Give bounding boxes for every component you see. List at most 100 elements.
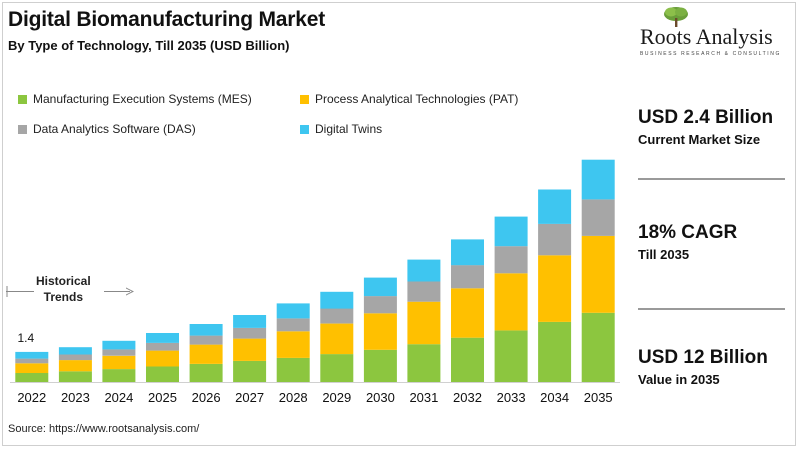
bar-segment-2028-series-1 [276,331,310,358]
bar-segment-2027-series-3 [233,315,267,328]
kpi-cagr: 18% CAGR Till 2035 [638,222,737,262]
bar-segment-2028-series-2 [276,318,310,332]
bar-segment-2024-series-3 [102,340,136,350]
bar-segment-2023-series-1 [58,360,92,372]
x-tick-label-2025: 2025 [148,390,177,405]
kpi-2035-value-amount: USD 12 Billion [638,347,768,368]
kpi-current-market-label: Current Market Size [638,132,761,147]
legend-swatch-das [18,124,27,134]
kpi-current-market: USD 2.4 Billion Current Market Size [638,107,773,147]
x-tick-label-2031: 2031 [409,390,438,405]
bar-segment-2034-series-0 [538,321,572,382]
kpi-current-market-value: USD 2.4 Billion [638,107,774,128]
bar-segment-2026-series-1 [189,344,223,364]
bar-segment-2033-series-0 [494,330,528,382]
x-tick-label-2023: 2023 [61,390,90,405]
bar-segment-2025-series-3 [146,333,179,343]
bar-segment-2026-series-3 [189,324,223,336]
roots-analysis-logo: Roots Analysis BUSINESS RESEARCH & CONSU… [618,6,788,64]
bar-segment-2035-series-3 [581,159,615,200]
legend-swatch-dt [300,124,309,134]
bar-segment-2028-series-3 [276,303,310,319]
legend-swatch-mes [18,94,27,104]
bar-segment-2034-series-3 [538,189,572,224]
legend-item-mes: Manufacturing Execution Systems (MES) [18,92,252,106]
x-tick-label-2032: 2032 [453,390,482,405]
legend-swatch-pat [300,94,309,104]
historical-label-line1: Historical [36,274,91,288]
bar-segment-2030-series-1 [363,313,397,350]
x-tick-label-2030: 2030 [366,390,395,405]
logo-name: Roots Analysis [640,24,773,49]
bar-segment-2026-series-0 [189,364,223,382]
kpi-cagr-label: Till 2035 [638,247,690,262]
historical-arrow-left [6,291,34,292]
kpi-cagr-value: 18% CAGR [638,222,738,243]
bar-segment-2029-series-3 [320,291,354,309]
bar-segment-2022-series-0 [15,373,49,382]
bar-segment-2033-series-3 [494,216,528,247]
x-tick-label-2034: 2034 [540,390,569,405]
logo-tagline: BUSINESS RESEARCH & CONSULTING [640,51,781,57]
x-tick-label-2029: 2029 [322,390,351,405]
legend-label-pat: Process Analytical Technologies (PAT) [315,92,519,106]
bar-segment-2031-series-2 [407,281,441,302]
bar-segment-2024-series-0 [102,369,136,382]
bar-segment-2033-series-2 [494,246,528,274]
bar-segment-2025-series-1 [146,350,179,367]
bar-segment-2022-series-3 [15,351,49,359]
bar-segment-2032-series-3 [451,239,484,266]
stacked-bar-chart: 2022 1.4 2023 2024 2025 2026 2027 2028 2029 2030 2… [10,159,620,405]
bar-segment-2024-series-2 [102,349,136,356]
x-tick-label-2028: 2028 [279,390,308,405]
bar-segment-2025-series-2 [146,342,179,351]
bar-segment-2032-series-2 [451,265,484,289]
bar-segment-2030-series-0 [363,349,397,382]
x-tick-label-2027: 2027 [235,390,264,405]
x-tick-label-2022: 2022 [17,390,46,405]
bar-segment-2023-series-0 [58,371,92,382]
chart-title: Digital Biomanufacturing Market [8,8,326,31]
bar-segment-2027-series-1 [233,338,267,361]
bar-segment-2030-series-3 [363,277,397,297]
bar-segment-2035-series-1 [581,235,615,313]
bar-segment-2027-series-2 [233,327,267,339]
kpi-2035-value-label: Value in 2035 [638,372,720,387]
bar-segment-2025-series-0 [146,366,179,382]
bar-segment-2023-series-3 [58,347,92,355]
bar-segment-2034-series-1 [538,255,572,322]
historical-arrow-right [104,291,130,292]
legend-label-dt: Digital Twins [315,122,383,136]
bar-segment-2031-series-0 [407,344,441,382]
arrow-stop-icon [6,286,8,297]
chart-subtitle: By Type of Technology, Till 2035 (USD Bi… [8,38,290,53]
bar-segment-2023-series-2 [58,354,92,361]
legend-item-das: Data Analytics Software (DAS) [18,122,196,136]
bar-segment-2027-series-0 [233,360,267,382]
historical-trends-label: Historical Trends [36,273,91,305]
bar-segment-2029-series-1 [320,323,354,355]
bar-segment-2035-series-2 [581,199,615,236]
historical-label-line2: Trends [43,290,84,304]
legend-label-mes: Manufacturing Execution Systems (MES) [33,92,252,106]
data-label-2022: 1.4 [17,331,34,345]
historical-trends-annotation: Historical Trends [6,273,136,309]
x-tick-label-2035: 2035 [584,390,613,405]
x-tick-label-2026: 2026 [192,390,221,405]
bar-segment-2031-series-1 [407,301,441,345]
x-tick-label-2024: 2024 [104,390,133,405]
kpi-divider-2 [638,308,785,310]
bar-segment-2024-series-1 [102,355,136,370]
bar-segment-2022-series-1 [15,363,49,373]
bar-segment-2032-series-1 [451,288,484,338]
chart-legend: Manufacturing Execution Systems (MES) Pr… [18,92,608,144]
x-tick-label-2033: 2033 [497,390,526,405]
bar-segment-2033-series-1 [494,273,528,331]
source-note: Source: https://www.rootsanalysis.com/ [8,423,200,435]
bar-segment-2026-series-2 [189,335,223,345]
bar-segment-2028-series-0 [276,357,310,382]
kpi-2035-value: USD 12 Billion Value in 2035 [638,347,768,387]
bar-segment-2022-series-2 [15,358,49,364]
bar-segment-2029-series-2 [320,308,354,324]
bar-segment-2031-series-3 [407,259,441,282]
